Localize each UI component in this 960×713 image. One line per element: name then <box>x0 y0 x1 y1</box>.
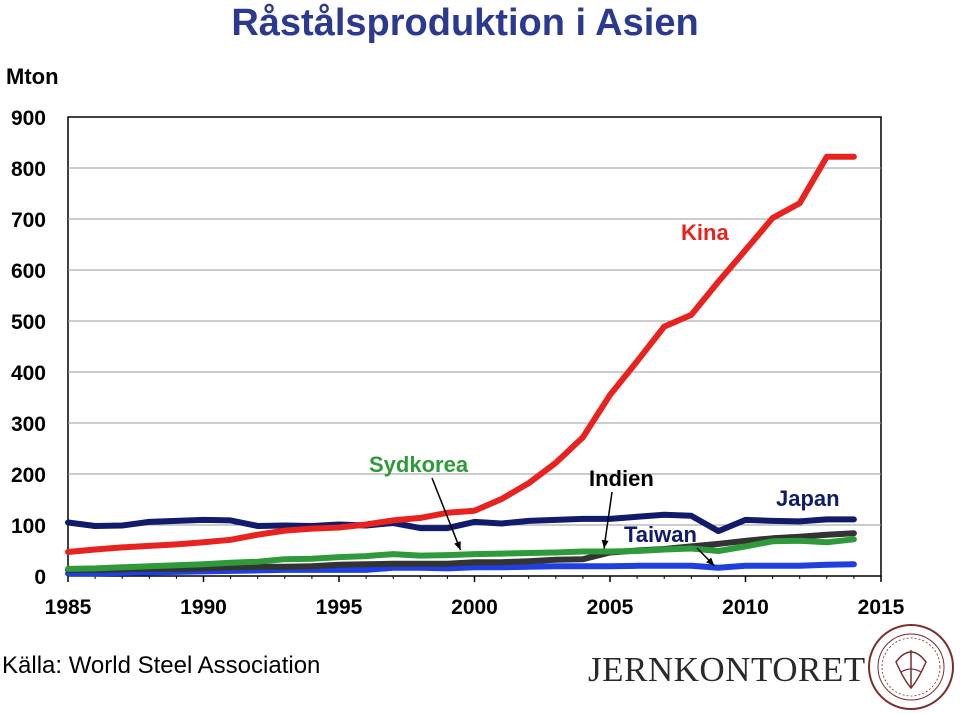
series-line-japan <box>65 511 857 535</box>
source-note: Källa: World Steel Association <box>2 652 321 679</box>
line-chart: 0 100 200 300 400 500 600 700 800 900 1985 1990 199… <box>11 107 905 619</box>
y-tick-label: 800 <box>11 158 46 181</box>
y-tick-label: 100 <box>11 515 46 538</box>
x-tick-label: 1995 <box>316 596 363 619</box>
series-line-indien <box>65 530 857 573</box>
y-axis-unit-label: Mton <box>6 64 59 89</box>
y-tick-label: 300 <box>11 413 46 436</box>
y-tick-label: 900 <box>11 107 46 130</box>
arrow-sydkorea <box>431 477 462 551</box>
series-label-indien: Indien <box>589 466 654 491</box>
x-tick-label: 1985 <box>45 596 92 619</box>
x-tick-label: 2005 <box>587 596 634 619</box>
jernkontoret-seal-icon <box>868 624 954 710</box>
y-tick-label: 500 <box>11 311 46 334</box>
series-labels: Kina Sydkorea Indien Japan Taiwan <box>369 220 840 547</box>
annotation-arrows <box>431 477 715 567</box>
plot-area <box>67 116 882 577</box>
chart-title: Råstålsproduktion i Asien <box>231 2 699 44</box>
series-line-kina <box>65 153 857 555</box>
series-label-japan: Japan <box>776 486 840 511</box>
series-label-sydkorea: Sydkorea <box>369 452 469 477</box>
arrow-taiwan-head <box>706 557 715 566</box>
x-tick-label: 2015 <box>858 596 905 619</box>
arrow-indien <box>603 491 613 549</box>
series-lines <box>65 153 857 577</box>
gridlines <box>68 167 881 526</box>
arrow-indien-head <box>601 539 609 549</box>
y-tick-label: 600 <box>11 260 46 283</box>
y-tick-label: 400 <box>11 362 46 385</box>
arrow-sydkorea-head <box>454 541 461 551</box>
y-tick-label: 200 <box>11 464 46 487</box>
y-tick-label: 0 <box>34 566 46 589</box>
x-tick-label: 2010 <box>722 596 769 619</box>
y-axis-ticks: 0 100 200 300 400 500 600 700 800 900 <box>11 107 46 589</box>
series-line-sydkorea <box>65 536 857 572</box>
jernkontoret-logo: JERNKONTORET <box>588 650 866 689</box>
x-tick-label: 2000 <box>451 596 498 619</box>
x-axis-ticks: 1985 1990 1995 2000 2005 2010 2015 <box>45 576 905 619</box>
y-tick-label: 700 <box>11 209 46 232</box>
series-label-taiwan: Taiwan <box>624 522 697 547</box>
x-tick-label: 1990 <box>180 596 227 619</box>
series-label-kina: Kina <box>681 220 729 245</box>
